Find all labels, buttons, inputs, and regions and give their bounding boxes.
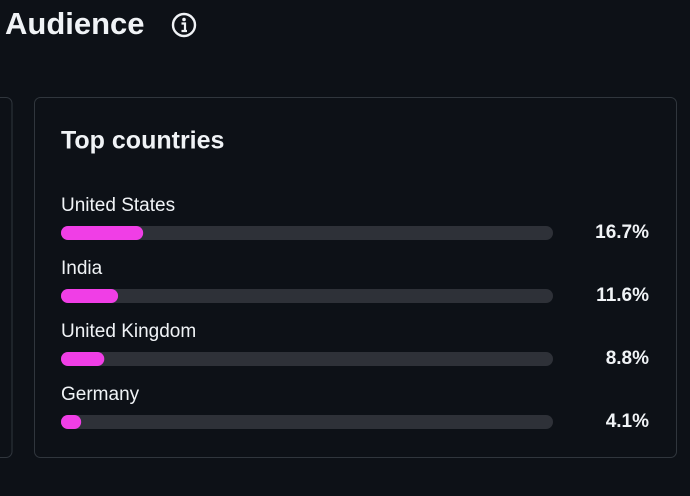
value-label: 8.8% bbox=[606, 348, 649, 369]
side-card bbox=[0, 97, 13, 458]
country-name: Germany bbox=[61, 384, 140, 405]
value-label: 11.6% bbox=[596, 285, 649, 306]
country-name: United States bbox=[61, 195, 175, 216]
bar bbox=[61, 415, 82, 429]
bar-track bbox=[61, 352, 553, 366]
value-label: 4.1% bbox=[606, 411, 649, 432]
bar-track bbox=[61, 289, 553, 303]
card bbox=[34, 97, 677, 458]
country-name: India bbox=[61, 258, 103, 279]
bar bbox=[61, 289, 119, 303]
bar bbox=[61, 352, 105, 366]
info-icon[interactable] bbox=[171, 12, 197, 38]
page-title: Audience bbox=[5, 6, 145, 41]
bar-track bbox=[61, 415, 553, 429]
country-name: United Kingdom bbox=[61, 321, 196, 342]
bar-track bbox=[61, 226, 553, 240]
value-label: 16.7% bbox=[595, 222, 649, 243]
card-title: Top countries bbox=[61, 127, 224, 155]
bar bbox=[61, 226, 144, 240]
